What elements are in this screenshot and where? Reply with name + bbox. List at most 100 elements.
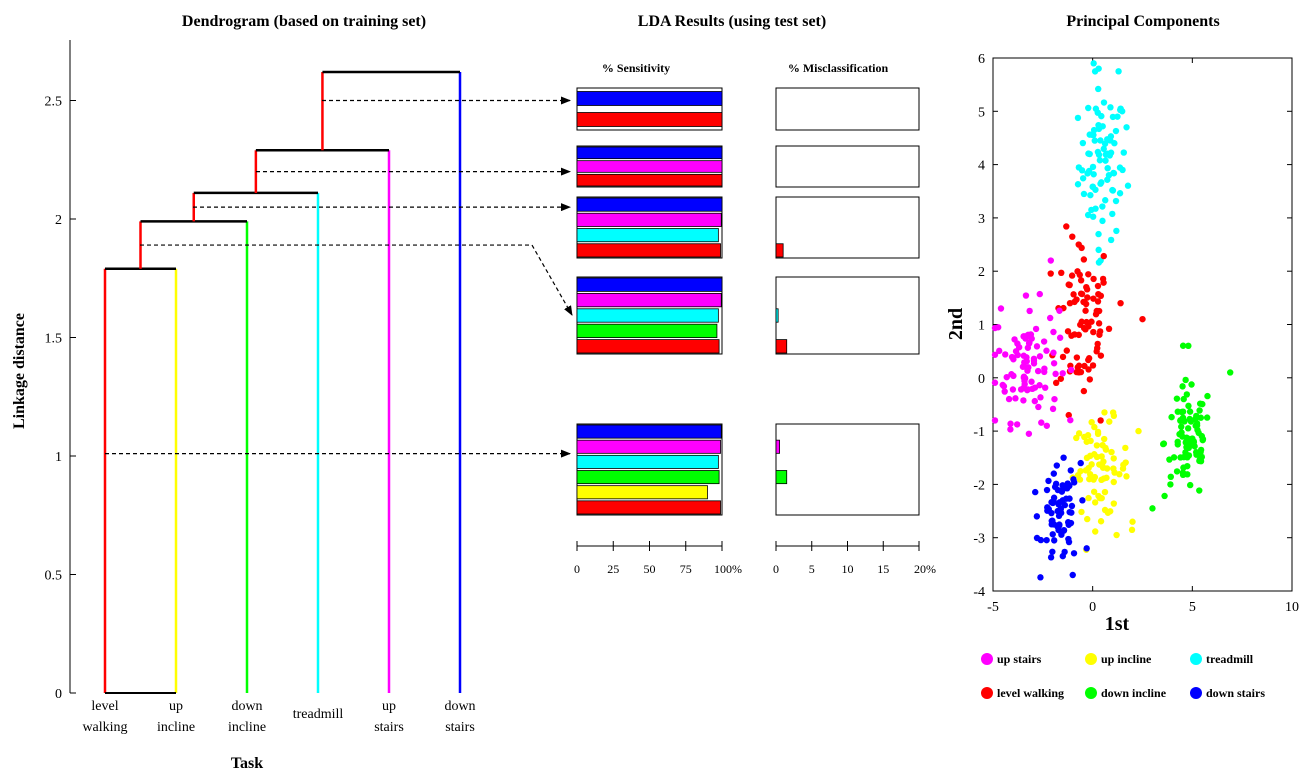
scatter-point (1037, 574, 1044, 581)
scatter-point (1088, 206, 1095, 214)
scatter-point (1183, 391, 1191, 398)
scatter-point (1186, 415, 1193, 423)
scatter-point (1173, 395, 1181, 402)
lda-group (576, 196, 920, 259)
y-tick-label: -2 (973, 478, 985, 493)
misclassification-box (775, 196, 920, 259)
scatter-point (1227, 369, 1234, 376)
scatter-point (1067, 416, 1074, 424)
scatter-point (997, 305, 1005, 312)
scatter-point (1097, 137, 1104, 144)
scatter-point (1069, 571, 1076, 579)
scatter-point (1113, 227, 1120, 235)
x-tick-label: 10 (1285, 600, 1299, 615)
scatter-point (1063, 223, 1070, 230)
scatter-point (1050, 328, 1057, 336)
scatter-point (1092, 105, 1100, 112)
scatter-point (1110, 170, 1118, 177)
scatter-point (1096, 328, 1104, 335)
scatter-point (1050, 349, 1057, 356)
scatter-point (1031, 397, 1039, 405)
scatter-point (1068, 509, 1075, 516)
scatter-point (1080, 190, 1088, 198)
scatter-point (1078, 508, 1085, 516)
scatter-point (1109, 210, 1116, 218)
scatter-point (1116, 471, 1123, 478)
dendrogram-y-ticks: 0 0.5 1 1.5 2 2.5 (45, 95, 76, 702)
sensitivity-box (576, 87, 723, 131)
scatter-point (1095, 65, 1102, 72)
scatter-point (1071, 479, 1078, 486)
scatter-point (1012, 348, 1020, 355)
scatter-point (1102, 151, 1110, 158)
scatter-point (1092, 186, 1099, 193)
scatter-point (1079, 497, 1086, 504)
scatter-point (1094, 298, 1102, 305)
scatter-point (1020, 352, 1027, 359)
scatter-point (1075, 331, 1082, 339)
misclassification-bar (775, 339, 788, 354)
scatter-point (1040, 338, 1048, 345)
scatter-point (1066, 495, 1073, 502)
y-tick-label: 1 (978, 319, 985, 334)
scatter-point (1186, 408, 1194, 415)
scatter-point (1045, 505, 1052, 513)
scatter-point (1170, 454, 1178, 461)
scatter-point (1070, 291, 1077, 298)
scatter-point (1099, 275, 1107, 283)
dendrogram-y-label: Linkage distance (11, 313, 28, 429)
scatter-point (1098, 476, 1105, 484)
lda-group (576, 145, 920, 188)
scatter-point (1074, 471, 1082, 479)
y-tick-label: 1 (55, 450, 62, 465)
scatter-point (1109, 113, 1117, 121)
scatter-point (1090, 295, 1097, 302)
dendrogram-panel: Dendrogram (based on training set) 0 0.5 1… (11, 13, 573, 772)
scatter-point (1023, 358, 1030, 365)
scatter-point (991, 351, 999, 358)
scatter-point (1032, 488, 1039, 496)
scatter-point (1161, 492, 1168, 500)
pca-x-label: 1st (1105, 613, 1130, 635)
leaf-label: stairs (445, 720, 475, 735)
scatter-point (1077, 368, 1085, 376)
scatter-point (1026, 307, 1033, 315)
scatter-point (1192, 449, 1200, 456)
scatter-point (1116, 190, 1124, 197)
scatter-point (1059, 482, 1066, 489)
scatter-point (1097, 352, 1105, 359)
scatter-point (1123, 473, 1130, 480)
scatter-point (1091, 423, 1098, 431)
scatter-point (1061, 548, 1068, 556)
pca-plot-frame (992, 57, 1293, 592)
scatter-point (1041, 384, 1049, 391)
scatter-point (1123, 124, 1130, 131)
scatter-point (1191, 443, 1198, 450)
scatter-point (1075, 241, 1082, 248)
scatter-point (1188, 381, 1195, 388)
sensitivity-bar (576, 243, 721, 258)
scatter-point (1098, 179, 1105, 186)
scatter-point (1085, 104, 1092, 112)
scatter-point (1097, 257, 1104, 264)
misclassification-tick-label: 15 (877, 562, 889, 576)
scatter-point (1005, 395, 1013, 403)
scatter-point (1160, 440, 1167, 448)
scatter-point (1024, 331, 1032, 339)
scatter-point (1051, 483, 1059, 491)
scatter-point (1107, 236, 1115, 244)
y-tick-label: 2.5 (45, 95, 63, 110)
sensitivity-bar (576, 160, 723, 173)
scatter-point (1028, 378, 1035, 385)
cluster-treadmill (1074, 60, 1132, 266)
scatter-point (1101, 140, 1109, 147)
scatter-point (1045, 477, 1052, 485)
leaf-label: up (382, 699, 396, 714)
scatter-point (1119, 166, 1126, 174)
sensitivity-bar (576, 197, 723, 212)
scatter-point (1036, 353, 1044, 360)
x-tick-label: 0 (1089, 600, 1096, 615)
legend-label: down stairs (1206, 686, 1265, 700)
pca-legend: up stairs up incline treadmill level walkin… (981, 652, 1265, 700)
